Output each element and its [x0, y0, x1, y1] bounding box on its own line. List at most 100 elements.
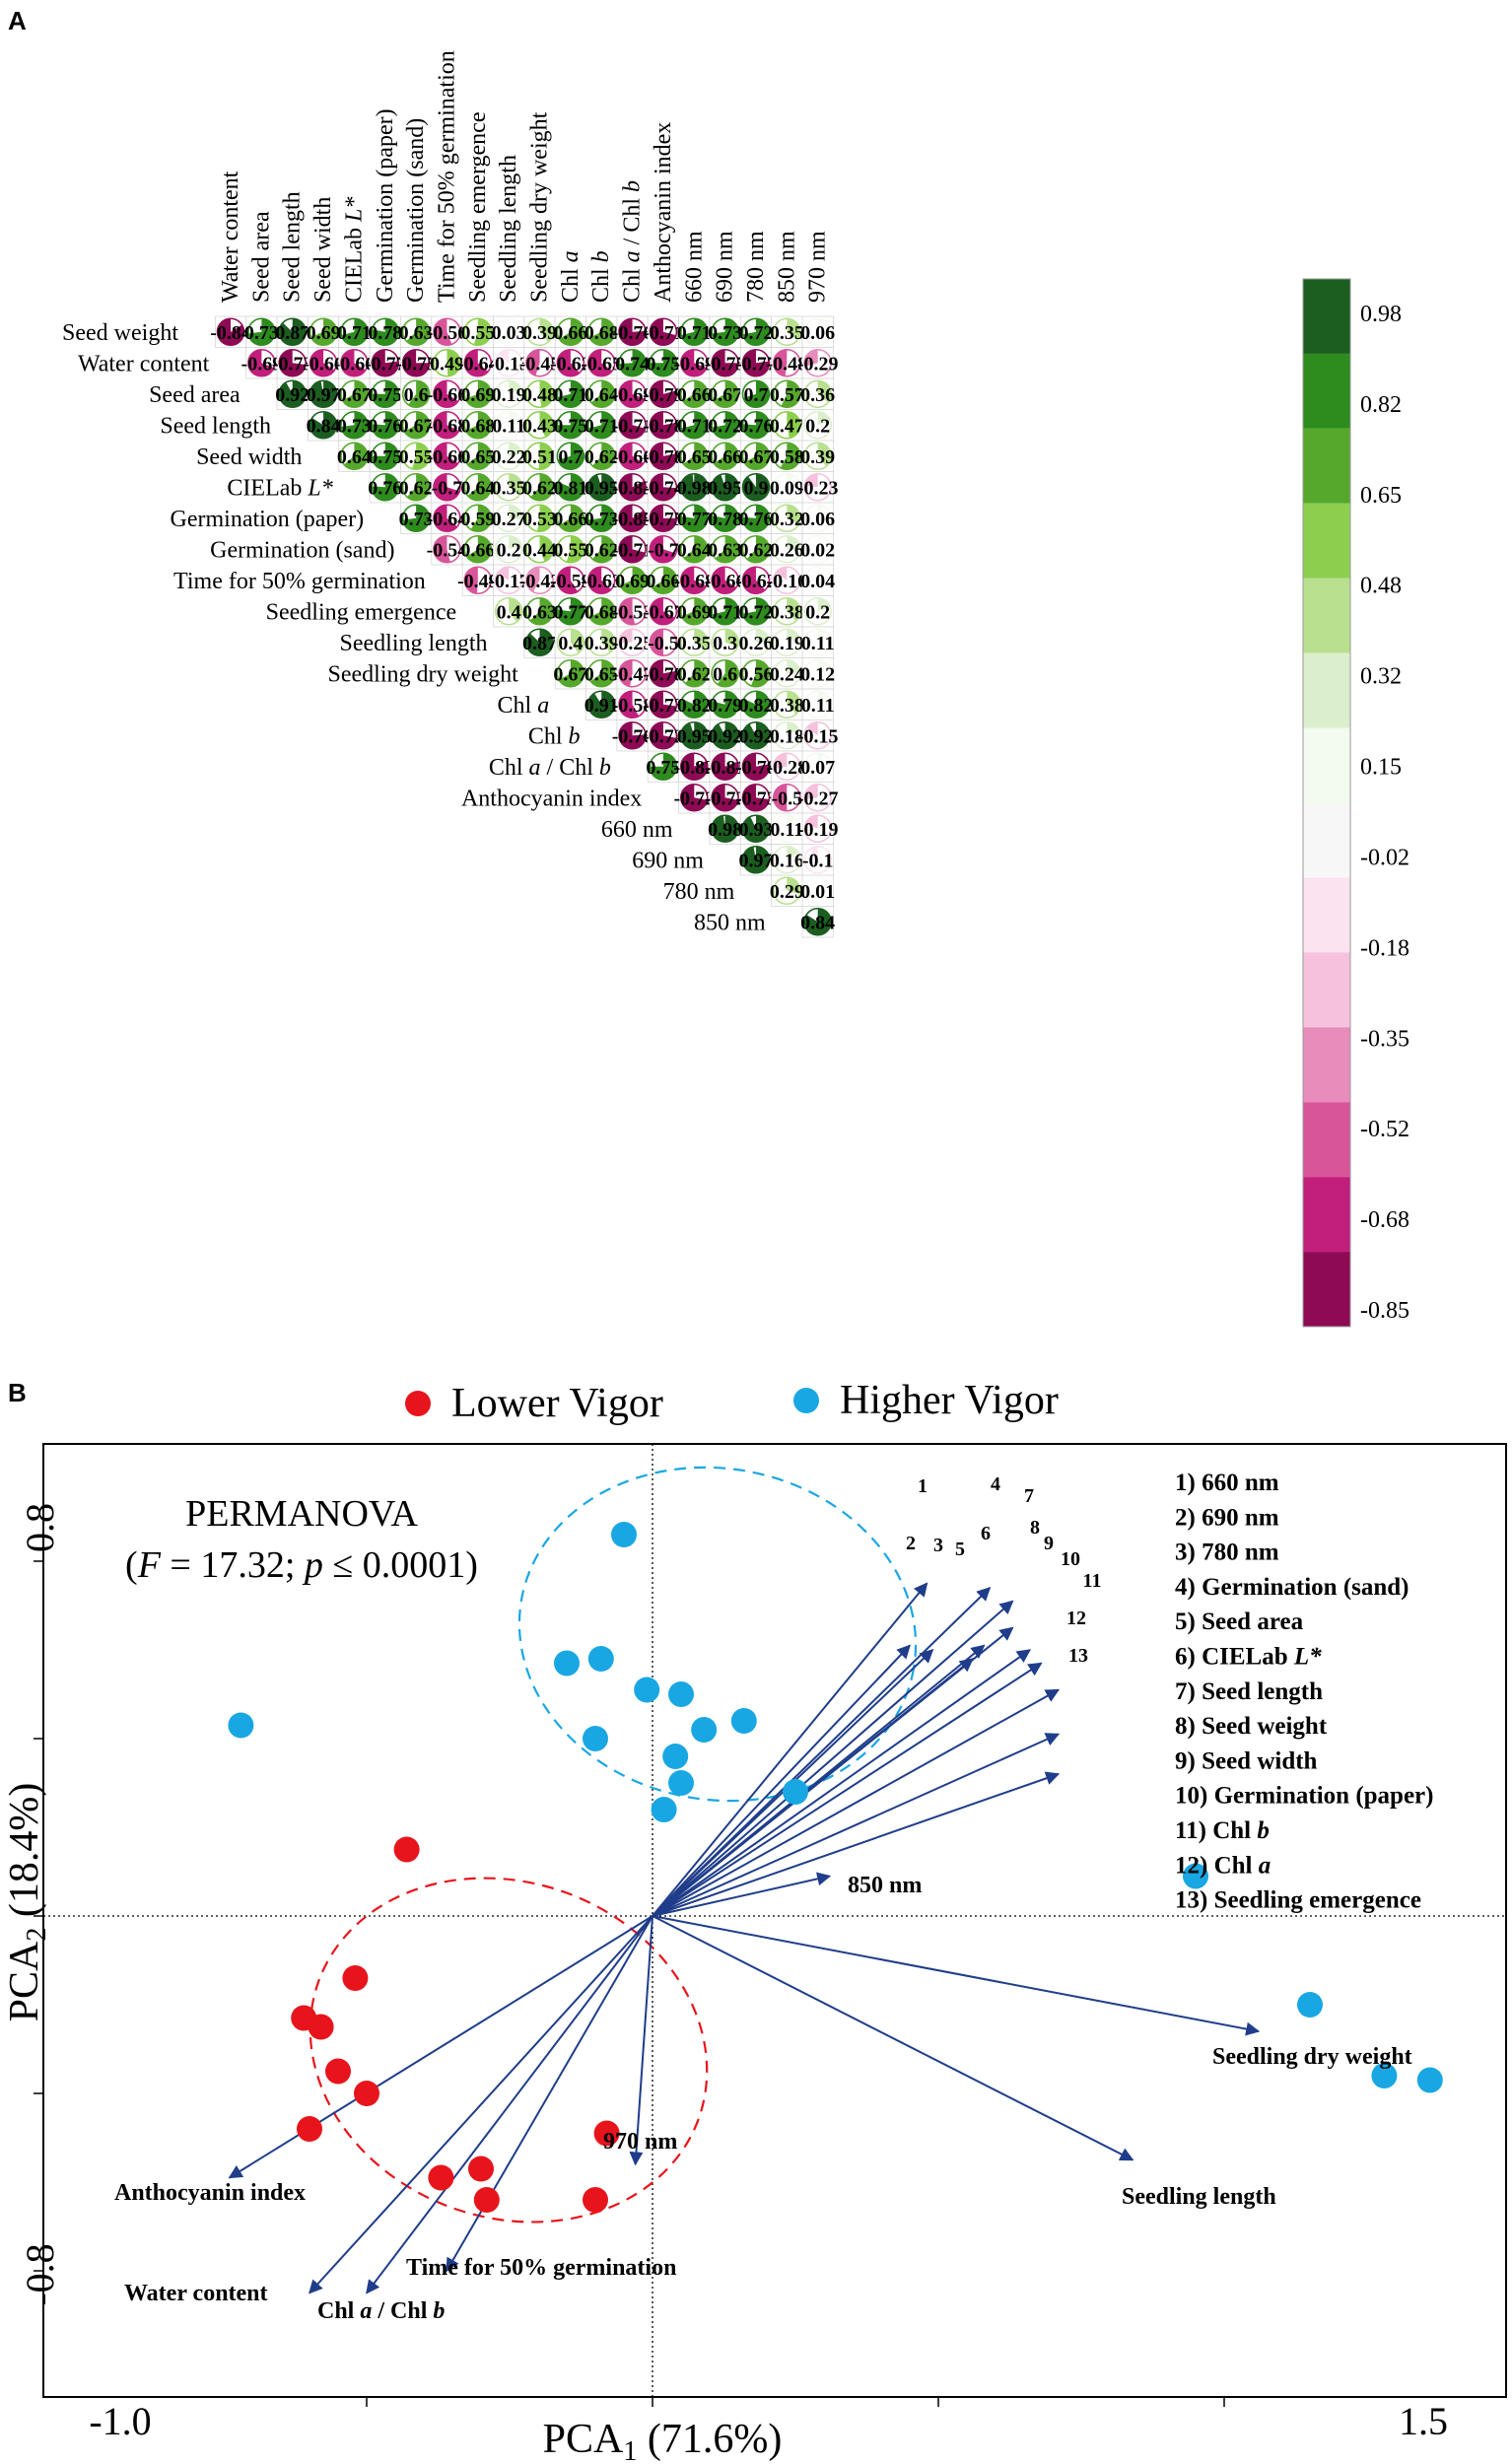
cell-pie-slice — [742, 846, 770, 873]
cell-value: -0.78 — [643, 446, 684, 468]
cell-pie-slice — [590, 380, 615, 408]
cell-pie-slice — [587, 349, 613, 376]
cell-pie-slice — [682, 380, 708, 408]
column-label: 850 nm — [774, 231, 799, 303]
cell-pie-slice — [787, 721, 799, 736]
cell-value: 0.73 — [337, 415, 372, 437]
cell-pie-slice — [587, 567, 612, 594]
correlation-cell: 0.92 — [275, 377, 309, 410]
loading-label-970nm: 970 nm — [603, 2129, 677, 2155]
cell-pie-slice — [680, 721, 708, 749]
column-label: Water content — [218, 171, 243, 303]
correlation-cell: 0.71 — [677, 315, 712, 348]
correlation-cell: 0.2 — [801, 409, 834, 442]
cell-pie-slice — [466, 535, 492, 563]
cell-pie-slice — [509, 473, 522, 496]
cell-value: 0.68 — [584, 601, 619, 623]
correlation-cell: 0.9 — [739, 471, 773, 504]
cell-value: 0.98 — [708, 819, 742, 841]
cell-pie-slice — [310, 318, 337, 346]
loading-label-4: 4 — [991, 1473, 1000, 1495]
correlation-cell: 0.57 — [770, 377, 804, 410]
cell-pie-slice — [804, 473, 818, 488]
lower-vigor-point — [342, 1965, 369, 1991]
column-label: Anthocyanin index — [651, 122, 676, 303]
cell-value: 0.63 — [708, 539, 742, 561]
cell-value: 0.84 — [800, 912, 835, 933]
cell-value: -0.76 — [612, 322, 653, 344]
cell-value: -0.66 — [427, 384, 468, 406]
cell-value: 0.9 — [743, 477, 768, 499]
correlation-cell: -0.78 — [735, 750, 777, 783]
cell-value: -0.5 — [648, 633, 679, 654]
cell-pie-slice — [591, 535, 615, 563]
correlation-cell: 0.55 — [399, 440, 434, 472]
correlation-cell: 0.26 — [770, 533, 804, 566]
correlation-cell: -0.59 — [550, 564, 591, 596]
correlation-cell: -0.65 — [581, 347, 622, 379]
cell-value: 0.66 — [553, 322, 587, 344]
cell-value: 0.66 — [708, 446, 742, 468]
correlation-cell: -0.47 — [612, 657, 653, 690]
cell-value: 0.75 — [646, 353, 680, 375]
cell-value: 0.2 — [805, 601, 830, 623]
correlation-cell: 0.69 — [307, 315, 341, 348]
cell-value: 0.6 — [404, 384, 429, 406]
correlation-cell: -0.73 — [272, 347, 313, 379]
cell-pie-slice — [650, 505, 677, 532]
loading-arrow-seedling-dry-weight — [652, 1915, 1261, 2036]
cell-value: -0.7 — [648, 539, 679, 561]
cell-value: 0.26 — [770, 539, 804, 561]
cell-value: 0.98 — [677, 477, 712, 499]
cell-pie-slice — [619, 505, 647, 532]
correlation-cell: 0.47 — [770, 409, 804, 442]
correlation-cell: -0.72 — [705, 782, 745, 814]
colorbar-tick-label: 0.98 — [1360, 302, 1402, 327]
correlation-cell: -0.7 — [647, 533, 680, 566]
cell-pie-slice — [787, 629, 799, 643]
cell-value: 0.7 — [743, 384, 768, 406]
cell-value: -0.17 — [488, 571, 529, 592]
cell-pie-slice — [742, 597, 770, 625]
column-label: Seedling emergence — [465, 112, 491, 303]
correlation-cell: -0.72 — [643, 719, 684, 752]
cell-value: 0.66 — [460, 539, 495, 561]
correlation-cell: -0.84 — [210, 315, 251, 348]
cell-value: -0.62 — [735, 571, 777, 592]
cell-pie-slice — [650, 597, 675, 625]
cell-pie-slice — [247, 349, 274, 376]
correlation-cell: 0.63 — [399, 315, 434, 348]
cell-value: -0.72 — [673, 787, 715, 809]
cell-value: 0.24 — [770, 663, 804, 685]
cell-value: -0.42 — [519, 571, 561, 592]
cell-pie-slice — [497, 567, 510, 581]
correlation-cell: 0.93 — [738, 812, 773, 845]
correlation-cell: 0.87 — [522, 626, 557, 658]
higher-vigor-point — [611, 1522, 637, 1547]
correlation-cell: 0.98 — [677, 471, 712, 504]
cell-value: 0.57 — [770, 384, 804, 406]
cell-pie-slice — [465, 411, 492, 439]
column-label: Germination (paper) — [373, 108, 398, 303]
higher-vigor-point — [783, 1779, 808, 1805]
cell-pie-slice — [743, 380, 770, 408]
cell-pie-slice — [755, 629, 770, 644]
cell-pie-slice — [773, 349, 788, 376]
cell-pie-slice — [539, 318, 554, 343]
correlation-cell: -0.73 — [735, 782, 777, 814]
cell-value: 0.66 — [677, 384, 712, 406]
cell-pie-slice — [715, 535, 739, 563]
loading-arrow-8 — [652, 1626, 1014, 1917]
loading-arrow-10 — [652, 1662, 1043, 1917]
colorbar-frame — [1302, 278, 1351, 1328]
correlation-cell: 0.92 — [738, 719, 773, 752]
cell-value: 0.62 — [677, 663, 712, 685]
cell-pie-slice — [650, 691, 677, 719]
cell-value: -0.75 — [395, 353, 437, 375]
cell-value: -0.85 — [612, 509, 653, 530]
cell-value: 0.82 — [738, 695, 773, 717]
cell-pie-slice — [340, 349, 366, 376]
column-label: Seed area — [248, 211, 274, 303]
higher-vigor-point — [228, 1712, 254, 1739]
